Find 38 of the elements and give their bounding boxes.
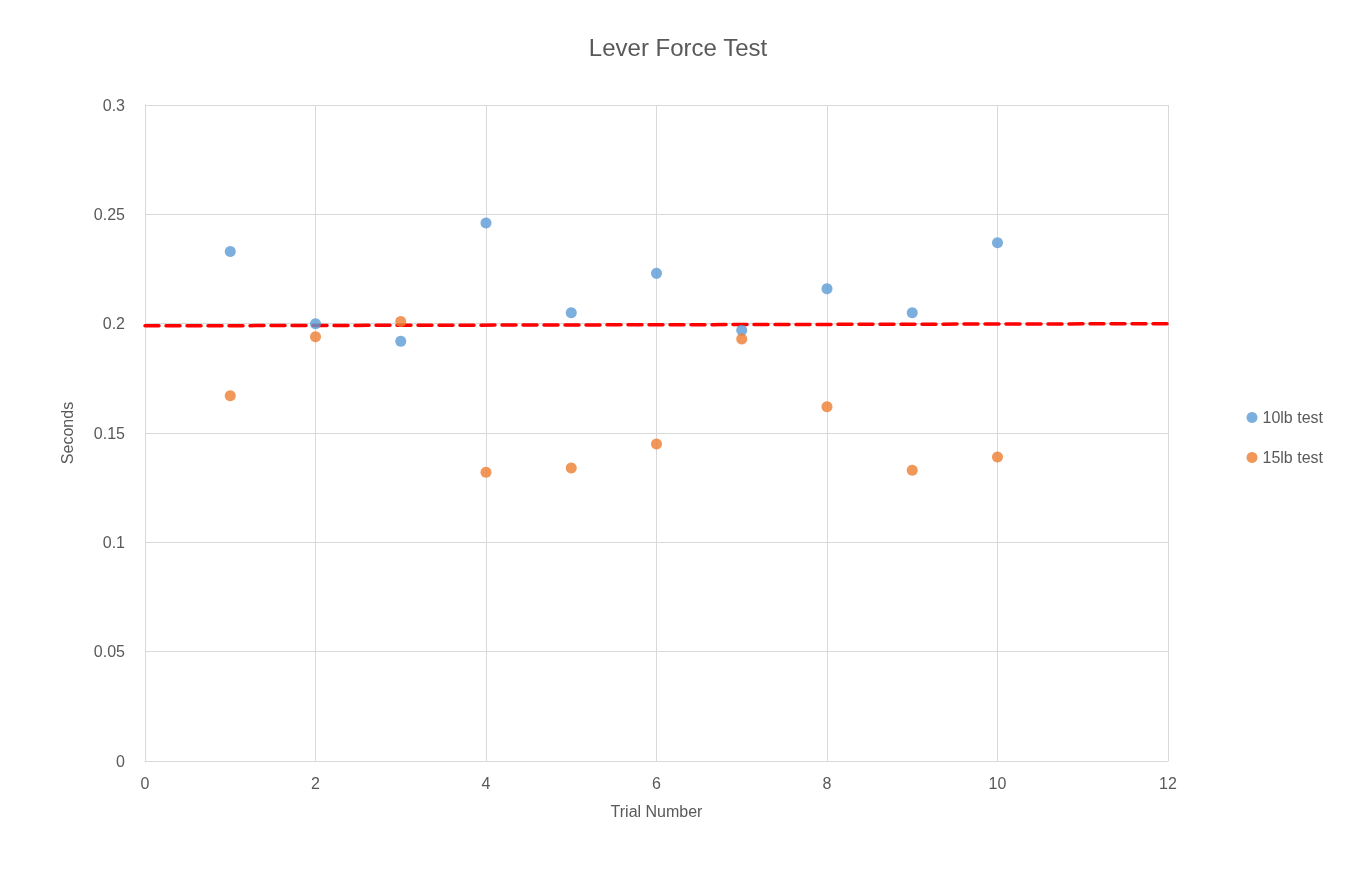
x-tick-label: 8 xyxy=(822,774,832,792)
point xyxy=(992,451,1003,463)
point xyxy=(224,246,236,257)
chart-title: Lever Force Test xyxy=(588,33,768,61)
x-tick-label: 4 xyxy=(481,774,491,792)
point xyxy=(395,315,407,327)
point xyxy=(310,331,321,343)
y-tick-label: 0.3 xyxy=(102,96,126,114)
point xyxy=(906,307,918,319)
point xyxy=(651,267,662,279)
y-tick-label: 0.2 xyxy=(102,315,126,333)
x-axis-title: Trial Number xyxy=(610,802,704,820)
legend-label: 15lb test xyxy=(1262,449,1324,466)
x-tick-label: 10 xyxy=(988,774,1007,792)
x-tick-label: 0 xyxy=(140,774,150,792)
point xyxy=(736,333,748,345)
y-axis-title: Seconds xyxy=(58,401,76,465)
y-tick-label: 0.1 xyxy=(102,533,126,551)
point xyxy=(480,217,492,229)
point xyxy=(565,307,577,319)
point xyxy=(992,237,1003,249)
x-tick-label: 2 xyxy=(311,774,321,792)
point xyxy=(224,390,236,402)
point xyxy=(565,462,577,474)
x-tick-label: 12 xyxy=(1159,774,1177,792)
point xyxy=(480,466,492,478)
point xyxy=(821,401,833,413)
point xyxy=(310,318,321,330)
y-tick-label: 0.25 xyxy=(93,205,126,223)
y-tick-label: 0.05 xyxy=(93,643,126,661)
point xyxy=(395,335,407,347)
y-tick-label: 0.15 xyxy=(93,424,126,442)
point xyxy=(821,283,833,295)
y-tick-label: 0 xyxy=(116,752,126,770)
legend-label: 10lb test xyxy=(1262,409,1324,426)
x-tick-label: 6 xyxy=(652,774,662,792)
point xyxy=(651,438,662,450)
point xyxy=(906,464,918,476)
